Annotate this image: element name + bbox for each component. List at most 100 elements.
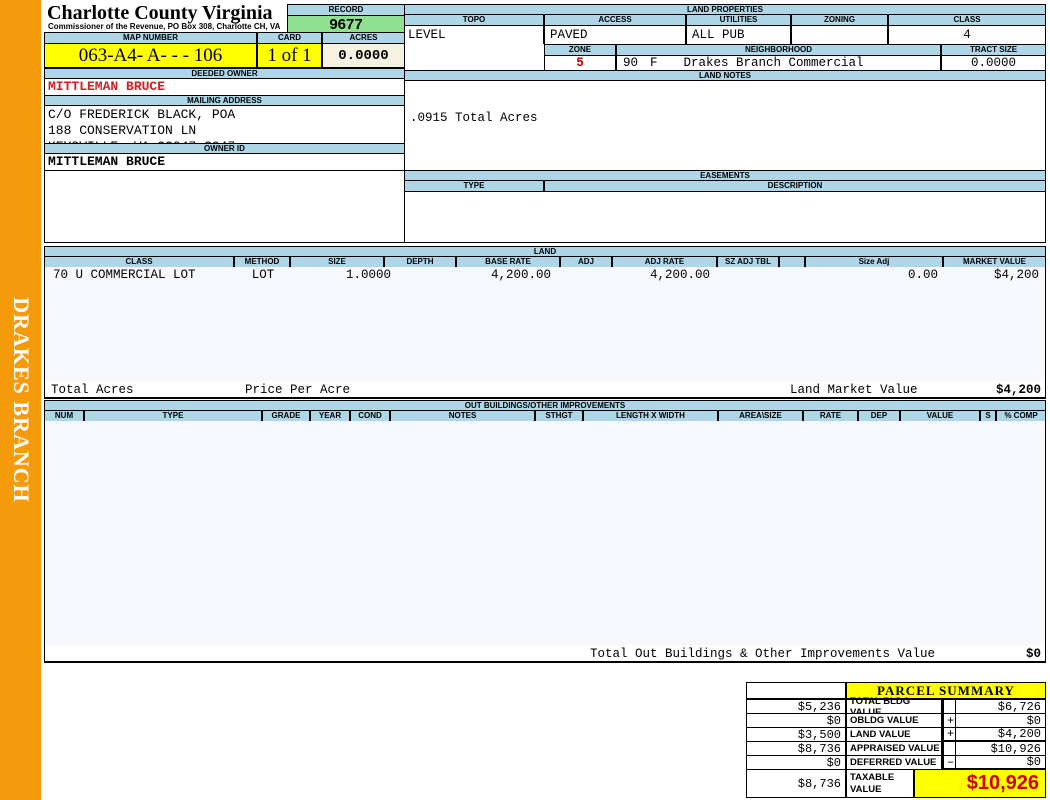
land-properties-access-value: PAVED: [544, 25, 686, 45]
ps-prior-2: $3,500: [746, 727, 846, 742]
parcel-summary-title: PARCEL SUMMARY: [846, 682, 1046, 699]
deeded-owner-text: MITTLEMAN BRUCE: [48, 79, 166, 94]
ps-label-4: DEFERRED VALUE: [846, 755, 942, 770]
land-notes-body: .0915 Total Acres: [404, 80, 1046, 171]
ps-prior-taxable: $8,736: [746, 769, 846, 798]
deeded-owner-value: MITTLEMAN BRUCE: [44, 78, 405, 96]
tract-size-value: 0.0000: [941, 55, 1046, 71]
mailing-address-value: C/O FREDERICK BLACK, POA 188 CONSERVATIO…: [44, 105, 405, 144]
utilities-text: ALL PUB: [692, 28, 745, 42]
outbuildings-total-label: Total Out Buildings & Other Improvements…: [589, 646, 935, 661]
ps-value-0: $6,726: [956, 699, 1046, 714]
list-item[interactable]: [44, 561, 1046, 576]
locality-rail-label: DRAKES BRANCH: [8, 297, 34, 503]
land-notes-text: .0915 Total Acres: [410, 111, 538, 125]
outbuildings-footer: Total Out Buildings & Other Improvements…: [44, 645, 1046, 663]
table-row[interactable]: 70 U COMMERCIAL LOT LOT 1.0000 4,200.00 …: [44, 267, 1046, 284]
neighborhood-flag-text: F: [650, 56, 658, 70]
ps-value-4: $0: [956, 755, 1046, 770]
table-row[interactable]: [44, 367, 1046, 382]
owner-id-value: MITTLEMAN BRUCE: [44, 153, 405, 171]
zone-text: 5: [576, 56, 584, 70]
neighborhood-code-text: 90: [623, 56, 639, 70]
land-market-value: $4,200: [995, 382, 1041, 397]
land-properties-zoning-value: [791, 25, 888, 45]
list-item[interactable]: [44, 533, 1046, 548]
easements-body: [404, 191, 1046, 243]
mailing-address-line-1: C/O FREDERICK BLACK, POA: [48, 107, 236, 122]
table-row[interactable]: [44, 353, 1046, 368]
outbuildings-total-value: $0: [1025, 646, 1041, 661]
list-item[interactable]: [44, 477, 1046, 492]
ps-sign-4: –: [942, 755, 956, 770]
price-per-acre-label: Price Per Acre: [245, 382, 351, 397]
ps-label-taxable-line2: VALUE: [850, 784, 882, 795]
map-number-value[interactable]: 063-A4- A- - - 106: [44, 43, 257, 68]
table-row[interactable]: [44, 297, 1046, 312]
list-item[interactable]: [44, 491, 1046, 506]
card-value[interactable]: 1 of 1: [257, 43, 322, 68]
ps-label-3: APPRAISED VALUE: [846, 741, 942, 756]
ps-prior-4: $0: [746, 755, 846, 770]
mailing-address-line-3: KEYSVILLE, VA 23947-3947: [48, 139, 404, 143]
land-footer: Total Acres Price Per Acre Land Market V…: [44, 381, 1046, 399]
ps-prior-0: $5,236: [746, 699, 846, 714]
land-properties-utilities-value: ALL PUB: [686, 25, 791, 45]
neighborhood-value: 90 F Drakes Branch Commercial: [616, 55, 941, 71]
land-row-method: LOT: [251, 268, 275, 282]
table-row[interactable]: [44, 325, 1046, 340]
mailing-address-line-2: 188 CONSERVATION LN: [48, 123, 197, 138]
land-properties-class-value: 4: [888, 25, 1046, 45]
class-text: 4: [963, 28, 971, 42]
page-title: Charlotte County Virginia: [47, 2, 273, 24]
topo-text: LEVEL: [408, 28, 446, 42]
land-row-class: 70 U COMMERCIAL LOT: [53, 268, 196, 282]
land-row-market-value: $4,200: [993, 268, 1039, 282]
page-subtitle: Commissioner of the Revenue, PO Box 308,…: [48, 22, 281, 31]
neighborhood-name-text: Drakes Branch Commercial: [683, 56, 864, 70]
list-item[interactable]: [44, 421, 1046, 436]
list-item[interactable]: [44, 463, 1046, 478]
land-row-size-adj: 0.00: [907, 268, 938, 282]
list-item[interactable]: [44, 603, 1046, 618]
list-item[interactable]: [44, 575, 1046, 590]
total-acres-label: Total Acres: [51, 382, 134, 397]
land-row-adj-rate: 4,200.00: [649, 268, 710, 282]
ps-sign-2: +: [942, 727, 956, 742]
land-row-base-rate: 4,200.00: [490, 268, 551, 282]
table-row[interactable]: [44, 311, 1046, 326]
list-item[interactable]: [44, 449, 1046, 464]
list-item[interactable]: [44, 617, 1046, 632]
ps-sign-1: +: [942, 713, 956, 728]
ps-label-taxable: TAXABLE VALUE: [846, 769, 914, 798]
access-text: PAVED: [550, 28, 588, 42]
list-item[interactable]: [44, 589, 1046, 604]
ps-sign-3: [942, 741, 956, 756]
ps-value-taxable: $10,926: [914, 769, 1046, 798]
locality-rail: DRAKES BRANCH: [0, 0, 41, 800]
list-item[interactable]: [44, 519, 1046, 534]
table-row[interactable]: [44, 283, 1046, 298]
land-market-value-label: Land Market Value: [790, 382, 918, 397]
ps-label-1: OBLDG VALUE: [846, 713, 942, 728]
ps-sign-0: [942, 699, 956, 714]
list-item[interactable]: [44, 435, 1046, 450]
ps-value-2: $4,200: [956, 727, 1046, 742]
ps-label-taxable-line1: TAXABLE: [850, 772, 895, 783]
record-value: 9677: [287, 15, 405, 34]
land-row-size: 1.0000: [345, 268, 391, 282]
ps-label-0: TOTAL BLDG VALUE: [846, 696, 942, 718]
ps-value-1: $0: [956, 713, 1046, 728]
ps-prior-1: $0: [746, 713, 846, 728]
zone-row-spacer: [404, 44, 544, 71]
list-item[interactable]: [44, 631, 1046, 646]
list-item[interactable]: [44, 547, 1046, 562]
ps-value-3: $10,926: [956, 741, 1046, 756]
owner-blank-area: [44, 170, 405, 243]
acres-value: 0.0000: [322, 43, 405, 68]
ps-label-2: LAND VALUE: [846, 727, 942, 742]
ps-prior-3: $8,736: [746, 741, 846, 756]
list-item[interactable]: [44, 505, 1046, 520]
table-row[interactable]: [44, 339, 1046, 354]
